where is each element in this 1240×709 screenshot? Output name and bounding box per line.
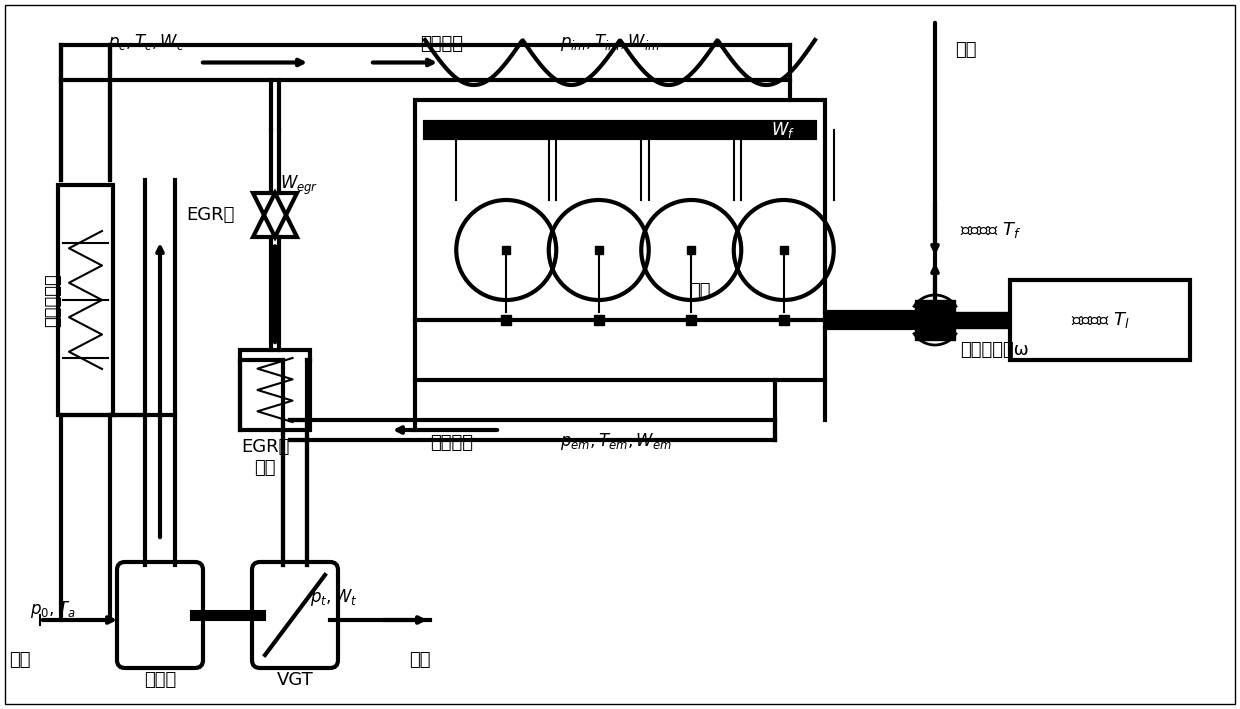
Bar (686, 315, 696, 325)
Text: 进气歧管: 进气歧管 (420, 35, 463, 53)
Text: $p_t, W_t$: $p_t, W_t$ (310, 588, 357, 608)
Text: EGR冷
却器: EGR冷 却器 (241, 438, 289, 476)
Bar (780, 246, 787, 254)
Bar (502, 246, 510, 254)
Bar (779, 315, 789, 325)
Bar (501, 315, 511, 325)
Bar (825, 312, 930, 328)
Text: 发动机转速ω: 发动机转速ω (960, 341, 1029, 359)
Bar (687, 246, 696, 254)
Text: $p_{im}, T_{im}, W_{im}$: $p_{im}, T_{im}, W_{im}$ (560, 32, 660, 53)
Text: EGR阀: EGR阀 (187, 206, 236, 224)
Bar (594, 315, 604, 325)
Text: 飞轮: 飞轮 (955, 41, 977, 59)
Bar (425, 122, 815, 138)
Text: $p_{em}, T_{em}, W_{em}$: $p_{em}, T_{em}, W_{em}$ (560, 431, 672, 452)
Text: 废气: 废气 (409, 651, 430, 669)
Text: 空气: 空气 (9, 651, 31, 669)
Bar (58, 185, 113, 415)
Bar (241, 350, 310, 430)
Bar (595, 246, 603, 254)
Text: $W_f$: $W_f$ (771, 120, 795, 140)
Text: VGT: VGT (277, 671, 314, 689)
Text: $p_c, T_c, W_c$: $p_c, T_c, W_c$ (108, 32, 185, 53)
Text: 曲轴: 曲轴 (689, 282, 711, 300)
FancyBboxPatch shape (252, 562, 339, 668)
Text: 排气歧管: 排气歧管 (430, 434, 472, 452)
Bar (1011, 280, 1190, 360)
Text: $W_{egr}$: $W_{egr}$ (280, 174, 319, 196)
Bar (930, 312, 1011, 328)
Text: 内置冷却器: 内置冷却器 (43, 273, 62, 327)
Text: 摩擦力矩 $T_f$: 摩擦力矩 $T_f$ (960, 220, 1022, 240)
FancyBboxPatch shape (117, 562, 203, 668)
Bar (415, 100, 825, 380)
Text: 负载转矩 $T_l$: 负载转矩 $T_l$ (1070, 310, 1130, 330)
Text: $p_0, T_a$: $p_0, T_a$ (30, 600, 76, 620)
Bar (915, 300, 955, 340)
Text: 压缩气: 压缩气 (144, 671, 176, 689)
